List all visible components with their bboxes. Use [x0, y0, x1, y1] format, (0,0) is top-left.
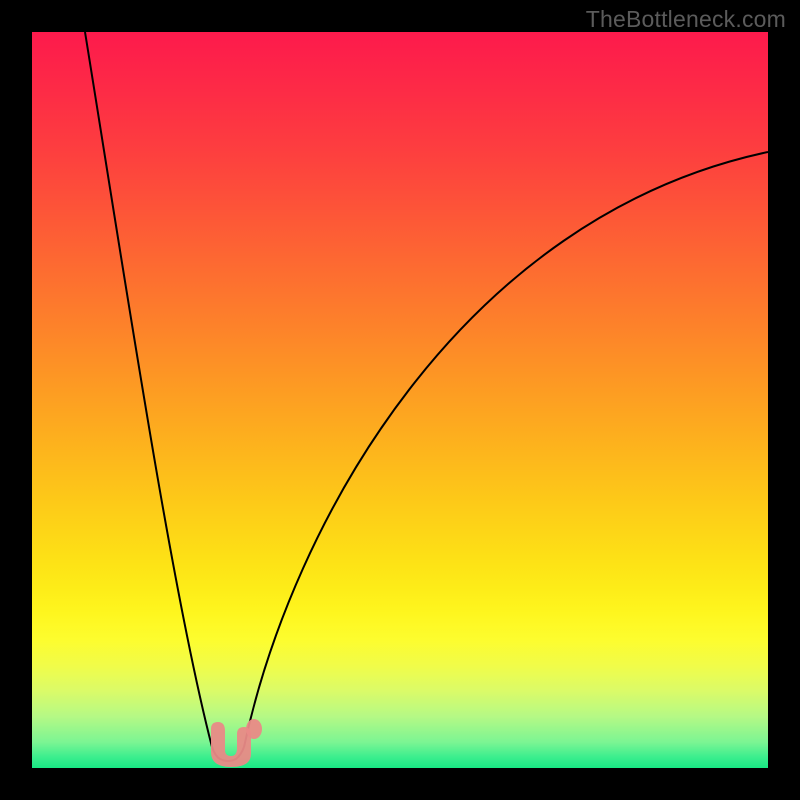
bottleneck-chart: [32, 32, 768, 768]
chart-frame: TheBottleneck.com: [0, 0, 800, 800]
watermark-text: TheBottleneck.com: [586, 6, 786, 33]
chart-background: [32, 32, 768, 768]
shoulder-marker: [246, 719, 262, 739]
